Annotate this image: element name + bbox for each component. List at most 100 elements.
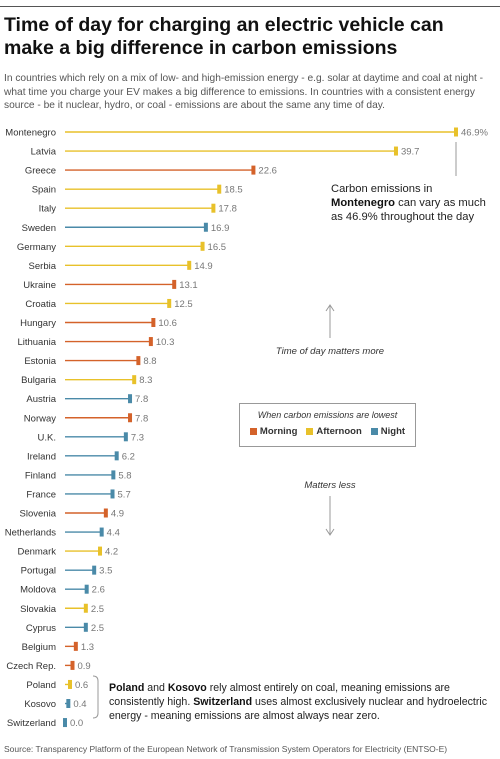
bar-cap-lithuania	[148, 337, 153, 347]
bar-cap-bulgaria	[132, 375, 137, 385]
legend-item-night: Night	[370, 426, 405, 437]
legend-title: When carbon emissions are lowest	[257, 410, 398, 420]
country-label-estonia: Estonia	[24, 356, 56, 367]
group-bracket	[92, 675, 99, 719]
country-label-kosovo: Kosovo	[24, 699, 56, 710]
legend-swatch-morning	[249, 428, 257, 435]
value-label-lithuania: 10.3	[156, 337, 175, 348]
value-label-bulgaria: 8.3	[139, 375, 152, 386]
country-label-slovakia: Slovakia	[20, 604, 57, 615]
value-label-portugal: 3.5	[99, 566, 112, 577]
country-label-greece: Greece	[25, 166, 56, 177]
country-label-u-k: U.K.	[38, 432, 56, 443]
bar-cap-norway	[128, 413, 133, 423]
country-label-cyprus: Cyprus	[26, 623, 56, 634]
bar-cap-latvia	[393, 146, 398, 156]
value-label-cyprus: 2.5	[91, 623, 104, 634]
country-label-czech-rep: Czech Rep.	[6, 661, 56, 672]
value-label-czech-rep: 0.9	[78, 661, 91, 672]
montenegro-annotation: Carbon emissions in Montenegro can vary …	[331, 183, 486, 223]
value-label-latvia: 39.7	[401, 147, 420, 158]
legend-swatch-night	[370, 428, 378, 435]
bar-cap-montenegro	[454, 127, 458, 137]
value-label-denmark: 4.2	[105, 547, 118, 558]
value-label-belgium: 1.3	[81, 642, 94, 653]
bar-cap-austria	[128, 394, 133, 404]
bar-cap-estonia	[136, 356, 141, 366]
bar-cap-slovakia	[83, 603, 88, 613]
country-label-latvia: Latvia	[31, 147, 57, 158]
bar-cap-france	[110, 489, 115, 499]
country-label-sweden: Sweden	[22, 223, 56, 234]
bar-cap-hungary	[151, 318, 156, 327]
country-label-bulgaria: Bulgaria	[21, 375, 57, 386]
bar-cap-cyprus	[83, 622, 88, 632]
value-label-switzerland: 0.0	[70, 718, 83, 729]
value-label-italy: 17.8	[218, 204, 237, 215]
bar-cap-netherlands	[99, 527, 104, 537]
bar-cap-kosovo	[66, 699, 71, 708]
country-label-hungary: Hungary	[20, 318, 56, 329]
value-label-ireland: 6.2	[122, 451, 135, 462]
bar-cap-belgium	[73, 641, 78, 651]
country-label-italy: Italy	[39, 204, 57, 215]
country-label-serbia: Serbia	[29, 261, 57, 272]
bar-cap-slovenia	[103, 508, 108, 518]
bar-cap-ireland	[114, 451, 119, 461]
country-label-spain: Spain	[32, 185, 56, 196]
value-label-kosovo: 0.4	[73, 699, 86, 710]
bar-cap-switzerland	[63, 718, 67, 728]
country-label-norway: Norway	[24, 413, 56, 424]
bar-cap-serbia	[187, 260, 192, 270]
value-label-france: 5.7	[118, 489, 131, 500]
country-label-switzerland: Switzerland	[7, 718, 56, 729]
arrow-up-head	[325, 304, 335, 312]
value-label-netherlands: 4.4	[107, 528, 120, 539]
bar-cap-czech-rep	[70, 660, 75, 670]
country-label-germany: Germany	[17, 242, 56, 253]
value-label-slovakia: 2.5	[91, 604, 104, 615]
bar-cap-italy	[211, 203, 216, 213]
arrow-down-head	[325, 528, 335, 536]
bar-cap-germany	[200, 241, 205, 251]
country-label-portugal: Portugal	[21, 566, 56, 577]
bar-cap-croatia	[167, 298, 172, 308]
legend-item-afternoon: Afternoon	[306, 426, 362, 437]
country-label-ukraine: Ukraine	[23, 280, 56, 291]
source-note: Source: Transparency Platform of the Eur…	[4, 744, 448, 754]
value-label-poland: 0.6	[75, 680, 88, 691]
arrow-label-more: Time of day matters more	[275, 346, 385, 357]
country-label-denmark: Denmark	[17, 547, 56, 558]
value-label-germany: 16.5	[208, 242, 227, 253]
legend: When carbon emissions are lowest Morning…	[239, 403, 416, 447]
country-label-slovenia: Slovenia	[20, 509, 57, 520]
value-label-spain: 18.5	[224, 185, 243, 196]
country-label-poland: Poland	[26, 680, 56, 691]
value-label-u-k: 7.3	[131, 432, 144, 443]
country-label-montenegro: Montenegro	[5, 128, 56, 139]
top-rule	[0, 6, 500, 7]
bar-cap-spain	[217, 184, 222, 194]
bar-cap-ukraine	[172, 279, 177, 289]
value-label-moldova: 2.6	[92, 585, 105, 596]
bar-cap-portugal	[92, 565, 97, 575]
country-label-moldova: Moldova	[20, 585, 57, 596]
country-label-netherlands: Netherlands	[5, 528, 56, 539]
country-label-croatia: Croatia	[25, 299, 56, 310]
value-label-estonia: 8.8	[143, 356, 156, 367]
bar-cap-finland	[111, 470, 116, 480]
legend-swatch-afternoon	[306, 428, 314, 435]
value-label-ukraine: 13.1	[179, 280, 198, 291]
poland-kosovo-annotation: Poland and Kosovo rely almost entirely o…	[109, 682, 488, 722]
value-label-croatia: 12.5	[174, 299, 193, 310]
value-label-hungary: 10.6	[158, 318, 177, 329]
value-label-norway: 7.8	[135, 413, 148, 424]
country-label-lithuania: Lithuania	[17, 337, 56, 348]
value-label-serbia: 14.9	[194, 261, 213, 272]
bar-cap-greece	[251, 165, 256, 175]
legend-item-morning: Morning	[249, 426, 297, 437]
bar-cap-u-k	[123, 432, 128, 442]
bar-cap-denmark	[98, 546, 103, 556]
chart-title: Time of day for charging an electric veh…	[4, 14, 444, 59]
